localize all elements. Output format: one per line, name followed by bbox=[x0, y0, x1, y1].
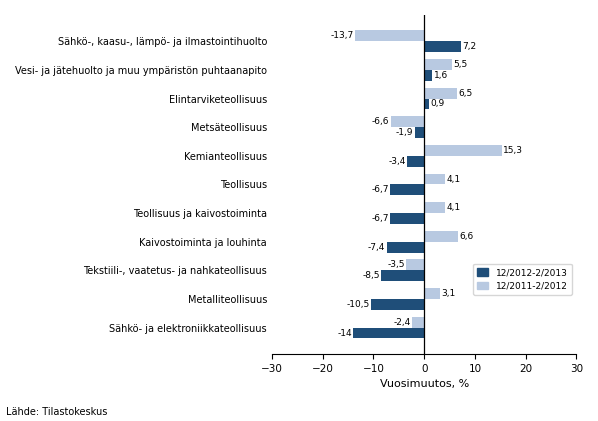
X-axis label: Vuosimuutos, %: Vuosimuutos, % bbox=[380, 379, 469, 389]
Text: -14: -14 bbox=[337, 328, 352, 338]
Bar bbox=[424, 173, 445, 184]
Bar bbox=[424, 231, 457, 242]
Text: 3,1: 3,1 bbox=[441, 289, 456, 298]
Bar bbox=[412, 317, 424, 328]
Text: -6,7: -6,7 bbox=[371, 185, 389, 195]
Text: -7,4: -7,4 bbox=[368, 242, 385, 252]
Text: -8,5: -8,5 bbox=[362, 271, 380, 280]
Bar bbox=[424, 88, 457, 99]
Bar bbox=[424, 59, 452, 70]
Bar bbox=[390, 184, 424, 195]
Bar bbox=[424, 288, 440, 299]
Bar bbox=[381, 270, 424, 281]
Text: -6,6: -6,6 bbox=[372, 117, 389, 126]
Text: 1,6: 1,6 bbox=[434, 71, 448, 80]
Text: 6,5: 6,5 bbox=[459, 88, 472, 98]
Text: -3,5: -3,5 bbox=[388, 261, 405, 269]
Text: -2,4: -2,4 bbox=[393, 318, 411, 327]
Text: 5,5: 5,5 bbox=[453, 60, 468, 69]
Text: 6,6: 6,6 bbox=[459, 232, 473, 241]
Legend: 12/2012-2/2013, 12/2011-2/2012: 12/2012-2/2013, 12/2011-2/2012 bbox=[473, 264, 572, 295]
Text: 4,1: 4,1 bbox=[446, 174, 460, 184]
Bar bbox=[424, 202, 445, 213]
Text: Lähde: Tilastokeskus: Lähde: Tilastokeskus bbox=[6, 407, 108, 417]
Text: 7,2: 7,2 bbox=[462, 42, 476, 51]
Text: 15,3: 15,3 bbox=[503, 146, 523, 155]
Bar bbox=[407, 259, 424, 270]
Bar bbox=[371, 299, 424, 310]
Bar bbox=[424, 41, 460, 52]
Text: -3,4: -3,4 bbox=[388, 157, 405, 166]
Text: -6,7: -6,7 bbox=[371, 214, 389, 223]
Bar bbox=[390, 116, 424, 127]
Bar bbox=[390, 213, 424, 224]
Bar bbox=[414, 127, 424, 138]
Text: 0,9: 0,9 bbox=[430, 99, 444, 109]
Bar bbox=[353, 328, 424, 338]
Bar bbox=[355, 30, 424, 41]
Text: -1,9: -1,9 bbox=[396, 128, 413, 137]
Text: -10,5: -10,5 bbox=[346, 300, 370, 309]
Bar bbox=[424, 99, 429, 109]
Text: -13,7: -13,7 bbox=[330, 31, 353, 40]
Bar bbox=[407, 156, 424, 167]
Bar bbox=[424, 70, 432, 81]
Bar bbox=[424, 145, 502, 156]
Text: 4,1: 4,1 bbox=[446, 203, 460, 212]
Bar bbox=[386, 242, 424, 253]
